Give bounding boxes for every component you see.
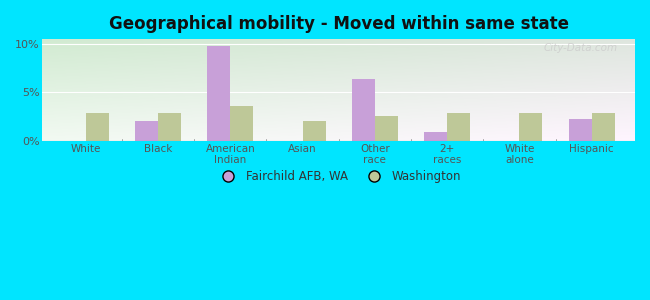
Bar (447, 112, 470, 141)
Bar (519, 112, 543, 141)
Bar (207, 46, 230, 141)
Bar (135, 121, 158, 141)
Bar (352, 79, 375, 141)
Bar (230, 106, 254, 141)
Bar (375, 116, 398, 141)
Bar (302, 121, 326, 141)
Title: Geographical mobility - Moved within same state: Geographical mobility - Moved within sam… (109, 15, 569, 33)
Legend: Fairchild AFB, WA, Washington: Fairchild AFB, WA, Washington (212, 166, 466, 188)
Bar (592, 112, 615, 141)
Bar (158, 112, 181, 141)
Bar (86, 112, 109, 141)
Text: City-Data.com: City-Data.com (543, 43, 618, 53)
Bar (569, 119, 592, 141)
Bar (424, 132, 447, 141)
